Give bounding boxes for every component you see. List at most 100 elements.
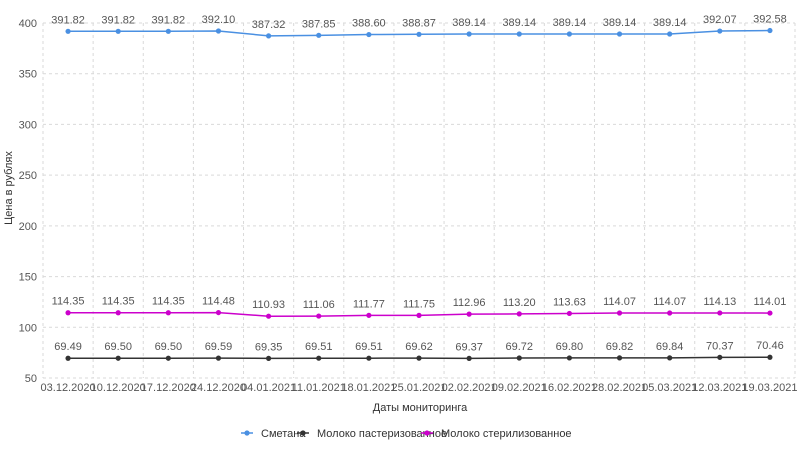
data-label: 388.87 — [402, 17, 436, 29]
data-label: 69.50 — [104, 341, 132, 353]
data-point — [316, 32, 322, 38]
y-tick-label: 200 — [19, 221, 37, 233]
data-label: 392.58 — [753, 14, 787, 26]
data-point — [466, 31, 472, 37]
x-tick-label: 16.02.2021 — [542, 382, 597, 394]
data-label: 387.32 — [252, 19, 286, 31]
y-tick-label: 100 — [19, 322, 37, 334]
data-point — [516, 355, 522, 361]
legend-marker — [244, 430, 250, 436]
data-label: 391.82 — [51, 14, 85, 26]
data-label: 114.48 — [202, 296, 235, 308]
data-point — [566, 31, 573, 37]
series-group: 391.82 391.82 391.82 392.10 387.32 387.85 388.… — [51, 14, 787, 361]
data-label: 389.14 — [653, 17, 687, 29]
data-label: 114.35 — [102, 296, 135, 308]
data-point — [667, 355, 673, 361]
data-label: 69.84 — [656, 341, 684, 353]
x-axis-title: Даты мониторинга — [373, 402, 468, 414]
x-tick-label: 02.02.2021 — [442, 382, 497, 394]
data-point — [266, 33, 272, 39]
legend-marker — [300, 430, 306, 436]
data-label: 112.96 — [453, 297, 486, 309]
x-tick-label: 05.03.2021 — [642, 382, 697, 394]
x-tick-label: 18.01.2021 — [341, 382, 396, 394]
data-point — [115, 28, 121, 34]
data-point — [215, 28, 222, 34]
data-point — [366, 31, 372, 38]
x-axis-ticks: 03.12.202010.12.202017.12.202024.12.2020… — [41, 382, 798, 394]
data-label: 69.80 — [556, 341, 584, 353]
data-point — [165, 355, 171, 361]
data-label: 114.07 — [603, 296, 636, 308]
data-label: 111.75 — [403, 298, 435, 310]
data-label: 114.13 — [703, 296, 736, 308]
data-point — [466, 355, 472, 361]
data-point — [266, 355, 272, 361]
y-tick-label: 50 — [25, 373, 37, 385]
data-point — [115, 310, 121, 316]
data-label: 391.82 — [152, 14, 186, 26]
data-point — [616, 310, 623, 316]
x-tick-label: 03.12.2020 — [41, 382, 96, 394]
y-axis-ticks: 50 100 150 200 250 300 350 400 — [19, 18, 37, 385]
y-tick-label: 350 — [19, 69, 37, 81]
data-label: 387.85 — [302, 18, 336, 30]
data-point — [566, 355, 573, 361]
data-label: 69.72 — [506, 341, 534, 353]
data-point — [266, 313, 272, 319]
x-tick-label: 25.01.2021 — [391, 382, 446, 394]
data-point — [366, 355, 372, 361]
data-point — [767, 27, 773, 34]
series-3: 114.35 114.35 114.35 114.48 110.93 111.06 111.… — [52, 296, 787, 319]
data-label: 69.62 — [405, 341, 433, 353]
data-point — [115, 355, 121, 361]
grid — [42, 22, 796, 379]
data-point — [667, 31, 673, 37]
data-label: 69.37 — [455, 341, 483, 353]
x-tick-label: 19.03.2021 — [742, 382, 797, 394]
y-axis-title: Цена в рублях — [3, 151, 15, 225]
x-tick-label: 04.01.2021 — [241, 382, 296, 394]
x-tick-label: 12.03.2021 — [692, 382, 747, 394]
y-tick-label: 300 — [19, 119, 37, 131]
data-point — [566, 310, 573, 317]
data-point — [416, 31, 422, 37]
series-1: 391.82 391.82 391.82 392.10 387.32 387.85 388.… — [51, 14, 787, 39]
data-label: 69.35 — [255, 341, 283, 353]
data-label: 70.37 — [706, 340, 734, 352]
data-label: 113.63 — [553, 296, 586, 308]
legend-label: Молоко пастеризованное — [317, 428, 447, 440]
data-label: 69.51 — [355, 341, 383, 353]
data-point — [65, 28, 71, 34]
data-label: 389.14 — [502, 17, 536, 29]
data-label: 69.59 — [205, 341, 233, 353]
data-point — [215, 309, 222, 316]
data-label: 389.14 — [603, 17, 637, 29]
data-label: 69.50 — [155, 341, 183, 353]
data-point — [316, 313, 322, 319]
data-point — [316, 355, 322, 361]
data-point — [366, 312, 372, 318]
x-tick-label: 24.12.2020 — [191, 382, 246, 394]
data-point — [165, 28, 171, 34]
y-tick-label: 400 — [19, 18, 37, 30]
data-label: 113.20 — [503, 297, 536, 309]
data-label: 114.01 — [754, 296, 787, 308]
data-point — [466, 311, 472, 317]
data-point — [717, 354, 723, 360]
data-label: 111.06 — [303, 299, 335, 311]
data-point — [616, 31, 623, 37]
data-label: 114.35 — [152, 296, 185, 308]
data-label: 392.10 — [202, 14, 236, 26]
data-point — [516, 31, 522, 37]
x-tick-label: 10.12.2020 — [91, 382, 146, 394]
data-point — [767, 310, 773, 316]
data-label: 111.77 — [353, 298, 385, 310]
data-point — [416, 312, 422, 318]
x-tick-label: 09.02.2021 — [492, 382, 547, 394]
y-tick-label: 150 — [19, 272, 37, 284]
